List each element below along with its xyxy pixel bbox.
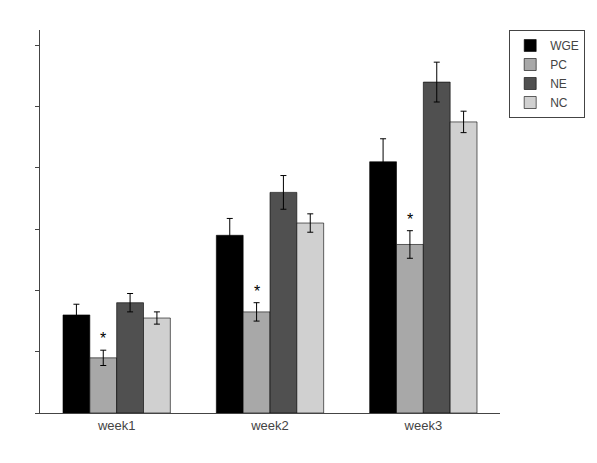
svg-text:*: * xyxy=(100,330,106,347)
svg-text:PC: PC xyxy=(550,58,567,72)
svg-text:week2: week2 xyxy=(250,418,289,433)
svg-text:WGE: WGE xyxy=(550,39,579,53)
svg-text:NE: NE xyxy=(550,77,567,91)
svg-text:*: * xyxy=(407,211,413,228)
svg-text:week3: week3 xyxy=(404,418,443,433)
svg-text:week1: week1 xyxy=(97,418,136,433)
svg-text:NC: NC xyxy=(550,96,568,110)
svg-text:*: * xyxy=(254,283,260,300)
